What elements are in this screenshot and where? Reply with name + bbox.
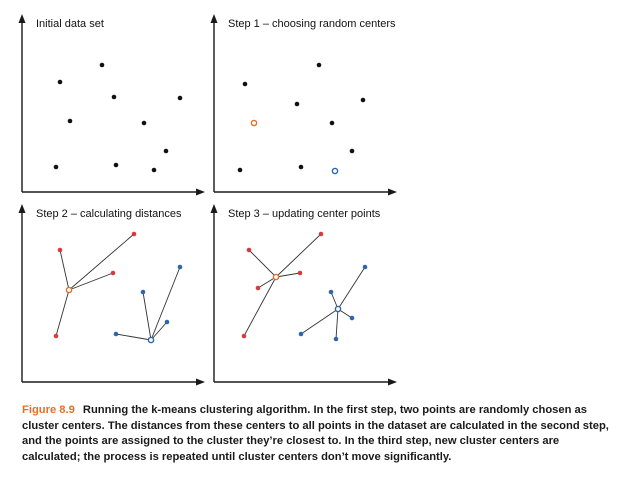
data-point (53, 164, 59, 170)
panel-title-step1: Step 1 – choosing random centers (228, 18, 396, 30)
data-point (141, 120, 147, 126)
distance-line (68, 233, 135, 291)
figure-caption-text: Running the k-means clustering algorithm… (22, 404, 609, 463)
panel-title-initial: Initial data set (36, 18, 104, 30)
cluster-center (334, 305, 342, 313)
panel-step1: Step 1 – choosing random centers (210, 14, 397, 196)
x-axis-arrow (388, 188, 397, 196)
panel-title-step3: Step 3 – updating center points (228, 208, 381, 220)
data-point (333, 336, 339, 342)
data-point (294, 101, 300, 107)
data-point (151, 167, 157, 173)
data-point (318, 231, 324, 237)
panel-initial: Initial data set (18, 14, 205, 196)
distance-line (59, 249, 70, 291)
data-point (57, 247, 63, 253)
data-point (328, 289, 334, 295)
cluster-center (331, 167, 339, 175)
distance-line (275, 272, 301, 278)
data-point (177, 95, 183, 101)
data-point (177, 264, 183, 270)
distance-line (335, 308, 339, 340)
data-point (329, 120, 335, 126)
panel-step2: Step 2 – calculating distances (18, 204, 205, 386)
data-point (163, 148, 169, 154)
data-point (297, 270, 303, 276)
data-point (57, 79, 63, 85)
data-point (349, 315, 355, 321)
distance-line (243, 276, 277, 337)
data-point (237, 167, 243, 173)
panel-title-step2: Step 2 – calculating distances (36, 208, 182, 220)
distance-line (248, 249, 277, 278)
data-point (298, 331, 304, 337)
x-axis-arrow (196, 188, 205, 196)
data-point (113, 331, 119, 337)
data-point (298, 164, 304, 170)
data-point (242, 81, 248, 87)
data-point (53, 333, 59, 339)
data-point (164, 319, 170, 325)
data-point (360, 97, 366, 103)
data-point (246, 247, 252, 253)
distance-line (150, 266, 181, 341)
distance-line (55, 289, 70, 337)
data-point (140, 289, 146, 295)
distance-line (142, 291, 152, 341)
data-point (111, 94, 117, 100)
x-axis-arrow (388, 378, 397, 386)
data-point (113, 162, 119, 168)
data-point (241, 333, 247, 339)
data-point (316, 62, 322, 68)
figure-caption: Figure 8.9 Running the k-means clustering… (22, 403, 612, 465)
data-point (131, 231, 137, 237)
cluster-center (250, 119, 258, 127)
figure-label: Figure 8.9 (22, 404, 75, 416)
distance-line (68, 272, 114, 291)
distance-line (300, 308, 339, 335)
y-axis-arrow (210, 14, 218, 23)
x-axis-arrow (196, 378, 205, 386)
kmeans-diagram: Initial data set Step 1 – choosing rando… (18, 14, 397, 386)
y-axis-arrow (210, 204, 218, 213)
cluster-center (147, 336, 155, 344)
distance-line (337, 266, 366, 310)
data-point (362, 264, 368, 270)
data-point (67, 118, 73, 124)
data-point (349, 148, 355, 154)
data-point (255, 285, 261, 291)
data-point (99, 62, 105, 68)
data-point (110, 270, 116, 276)
y-axis-arrow (18, 14, 26, 23)
cluster-center (272, 273, 280, 281)
panel-step3: Step 3 – updating center points (210, 204, 397, 386)
cluster-center (65, 286, 73, 294)
distance-line (115, 333, 152, 341)
distance-line (257, 276, 277, 289)
distance-line (275, 233, 322, 278)
distance-line (150, 321, 168, 341)
y-axis-arrow (18, 204, 26, 213)
